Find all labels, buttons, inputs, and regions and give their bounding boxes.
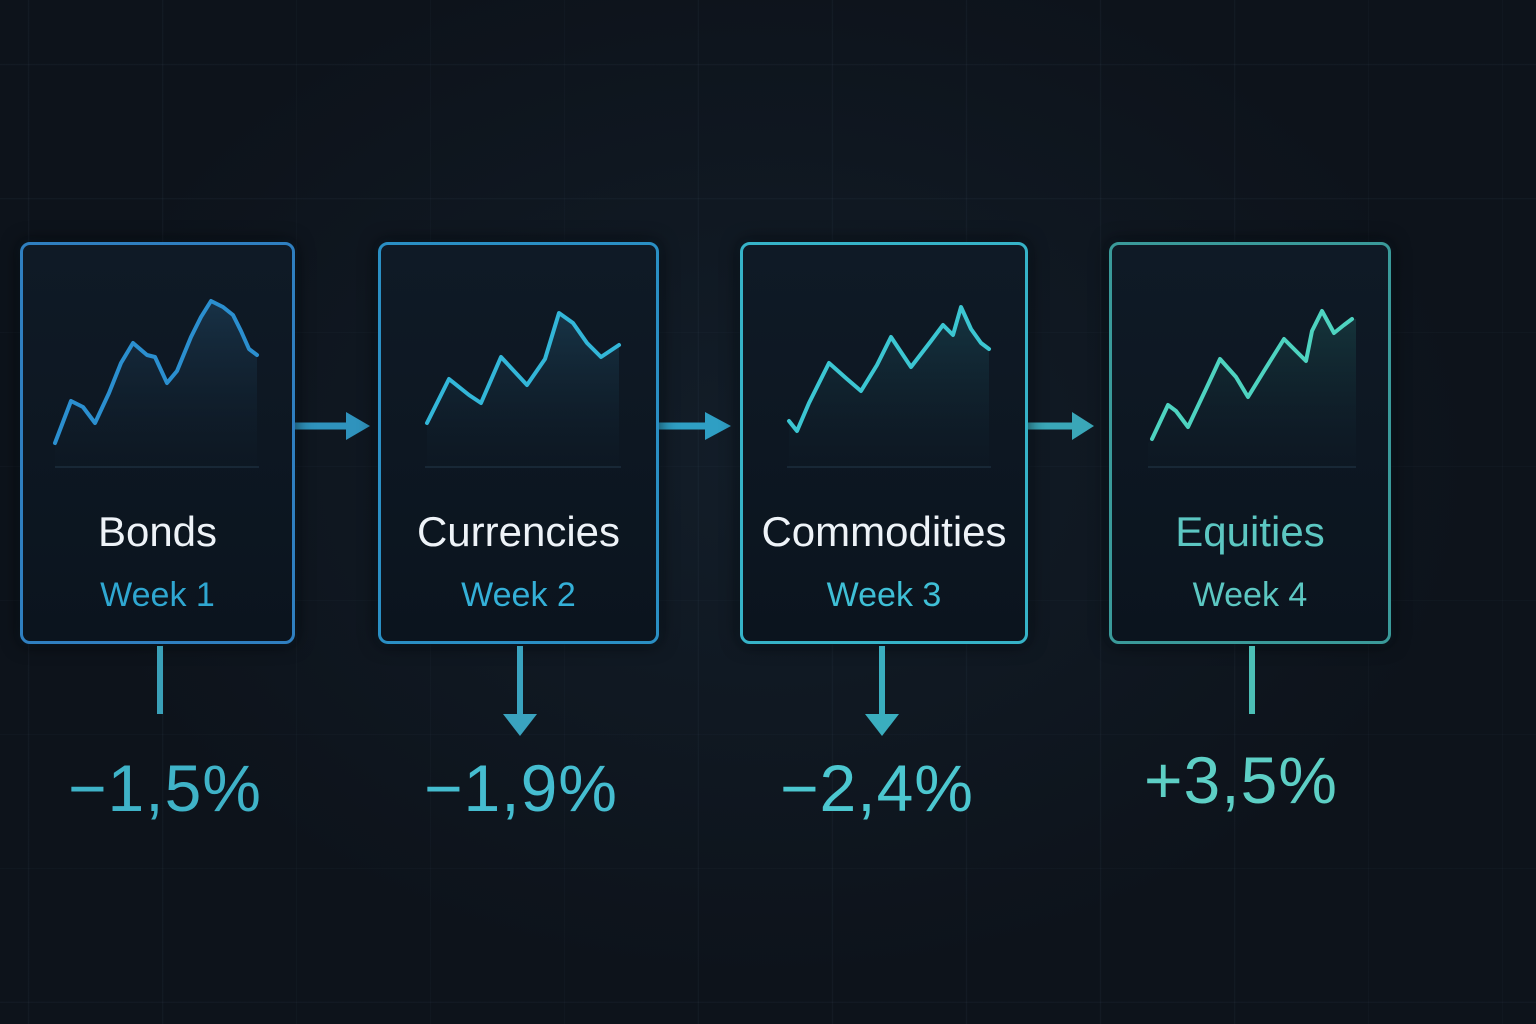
step-week: Week 3 [826, 576, 942, 614]
step-title: Commodities [761, 508, 1007, 555]
step-card-bonds: Bonds Week 1 [20, 242, 295, 644]
trend-line [787, 305, 991, 433]
step-title: Equities [1175, 508, 1325, 555]
trend-line [425, 311, 621, 425]
step-week: Week 1 [100, 576, 215, 614]
trend-line [1150, 309, 1354, 441]
trend-line-chart-icon [425, 311, 621, 468]
trend-line-chart-icon [1148, 309, 1356, 468]
down-arrow-3 [865, 646, 899, 736]
step-card-equities: Equities Week 4 [1109, 242, 1391, 644]
step-title: Currencies [416, 508, 621, 555]
change-value-bonds: −1,5% [68, 751, 262, 825]
step-week: Week 4 [1192, 576, 1308, 614]
trend-line [53, 299, 259, 445]
down-connector-4 [1249, 646, 1255, 714]
step-week: Week 2 [461, 576, 576, 614]
flow-arrow-3-4 [1026, 412, 1094, 440]
flow-arrow-1-2 [294, 412, 370, 440]
change-value-commodities: −2,4% [780, 751, 974, 825]
down-connector-1 [157, 646, 163, 714]
change-value-equities: +3,5% [1144, 743, 1338, 817]
step-card-currencies: Currencies Week 2 [378, 242, 659, 644]
down-arrow-2 [503, 646, 537, 736]
change-value-currencies: −1,9% [424, 751, 618, 825]
flow-arrow-2-3 [657, 412, 731, 440]
trend-line-chart-icon [53, 299, 259, 468]
step-title: Bonds [97, 508, 218, 555]
step-card-commodities: Commodities Week 3 [740, 242, 1028, 644]
trend-line-chart-icon [787, 305, 991, 468]
